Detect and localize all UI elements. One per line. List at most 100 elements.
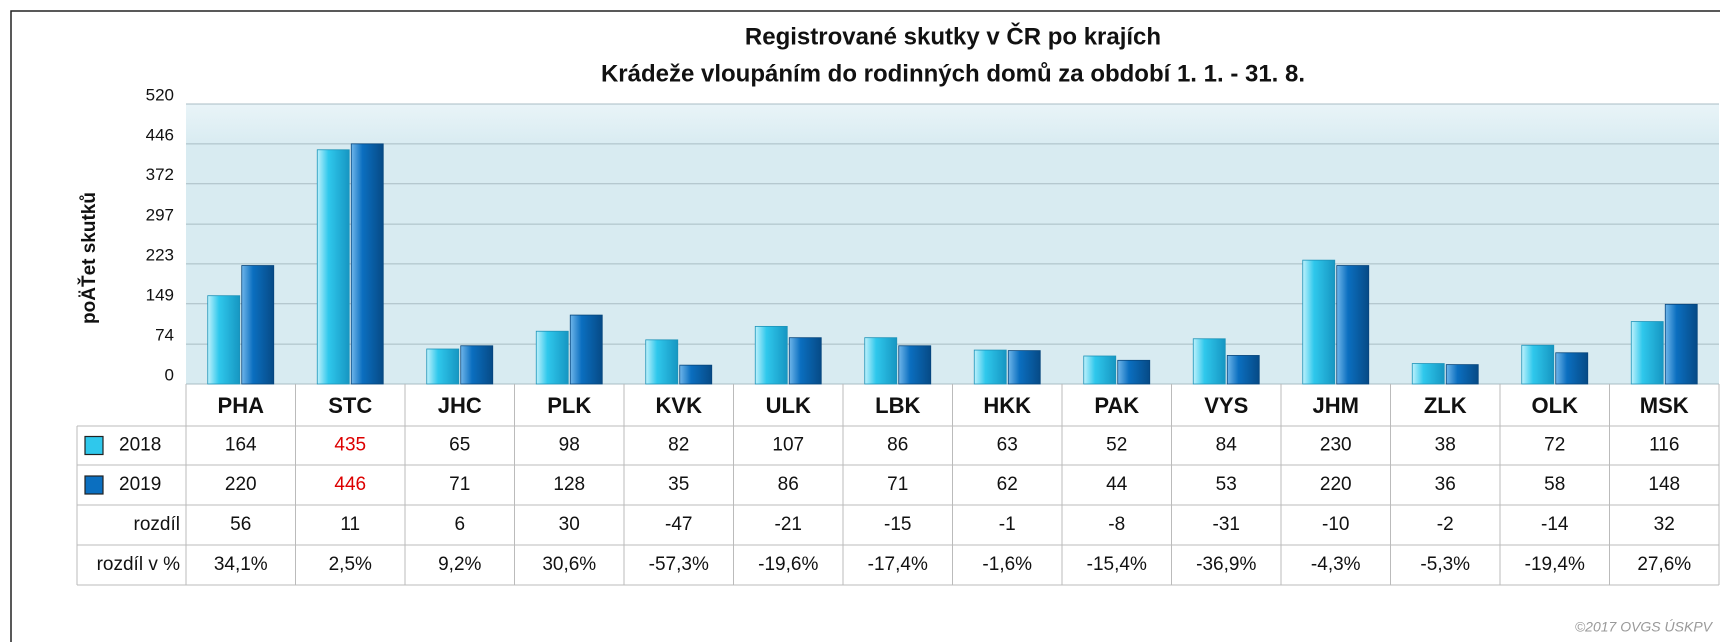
x-tick-label: OLK <box>1532 393 1579 418</box>
table-cell: -8 <box>1108 514 1125 535</box>
table-cell: -14 <box>1541 514 1569 535</box>
table-cell: 9,2% <box>438 554 481 575</box>
row-label: rozdíl <box>134 514 180 535</box>
table-cell: -15 <box>884 514 911 535</box>
table-cell: 2,5% <box>329 554 372 575</box>
chart-subtitle: Krádeže vloupáním do rodinných domů za o… <box>601 60 1305 87</box>
legend-swatch <box>84 475 104 495</box>
y-tick-label: 149 <box>146 285 174 304</box>
table-cell: 86 <box>778 474 799 495</box>
table-cell: 27,6% <box>1637 554 1691 575</box>
bar <box>1411 363 1445 385</box>
table-cell: 98 <box>559 435 580 456</box>
table-cell: -19,4% <box>1525 554 1585 575</box>
chart-title: Registrované skutky v ČR po krajích <box>745 22 1161 50</box>
x-tick-label: PAK <box>1094 393 1139 418</box>
table-cell: 116 <box>1649 435 1679 456</box>
table-cell: 220 <box>225 474 257 495</box>
table-cell: 71 <box>449 474 470 495</box>
y-tick-label: 223 <box>146 245 174 264</box>
bar <box>1192 338 1226 385</box>
table-cell: 82 <box>668 435 689 456</box>
bar <box>973 349 1007 385</box>
table-cell: -10 <box>1322 514 1349 535</box>
table-cell: -31 <box>1213 514 1240 535</box>
table-cell: 58 <box>1544 474 1565 495</box>
bar <box>1521 344 1555 385</box>
table-cell: 44 <box>1106 474 1128 495</box>
y-tick-label: 520 <box>146 85 174 104</box>
table-cell: 34,1% <box>214 554 268 575</box>
x-tick-label: JHM <box>1313 393 1359 418</box>
table-cell: 435 <box>334 435 366 456</box>
table-cell: -2 <box>1437 514 1454 535</box>
bar <box>754 325 788 385</box>
table-cell: 62 <box>997 474 1018 495</box>
table-cell: -15,4% <box>1087 554 1147 575</box>
table-cell: 148 <box>1648 474 1680 495</box>
table-cell: 30,6% <box>542 554 596 575</box>
table-cell: 11 <box>340 514 360 535</box>
x-tick-label: PLK <box>547 393 591 418</box>
table-cell: 56 <box>230 514 251 535</box>
table-cell: 107 <box>772 435 804 456</box>
legend-swatch <box>84 435 104 456</box>
bar <box>1083 355 1117 385</box>
row-label: rozdíl v % <box>97 554 181 575</box>
x-tick-label: LBK <box>875 393 920 418</box>
bar <box>460 345 494 385</box>
bar <box>864 337 898 385</box>
x-tick-label: VYS <box>1204 393 1248 418</box>
table-cell: 63 <box>997 435 1018 456</box>
bar <box>535 330 569 385</box>
table-cell: 52 <box>1106 435 1127 456</box>
table-cell: 230 <box>1320 435 1352 456</box>
table-cell: 35 <box>668 474 689 495</box>
bar <box>679 364 713 385</box>
x-tick-label: ZLK <box>1424 393 1467 418</box>
bar <box>207 295 241 385</box>
plot-area <box>186 104 1719 384</box>
table-cell: 38 <box>1435 435 1456 456</box>
bar <box>1117 359 1151 385</box>
table-cell: 164 <box>225 435 257 456</box>
table-cell: 84 <box>1216 435 1238 456</box>
table-cell: -19,6% <box>758 554 818 575</box>
table-cell: -36,9% <box>1196 554 1256 575</box>
table-cell: -1 <box>999 514 1016 535</box>
legend-label: 2018 <box>119 435 161 456</box>
table-cell: 30 <box>559 514 580 535</box>
table-cell: 71 <box>887 474 908 495</box>
bar <box>1445 364 1479 385</box>
bar <box>645 339 679 385</box>
x-tick-label: HKK <box>983 393 1031 418</box>
bar <box>1336 265 1370 385</box>
bar <box>426 348 460 385</box>
bar <box>241 265 275 385</box>
table-cell: -1,6% <box>982 554 1032 575</box>
x-tick-label: STC <box>328 393 372 418</box>
y-tick-label: 297 <box>146 206 174 225</box>
x-tick-label: PHA <box>218 393 265 418</box>
table-cell: 128 <box>553 474 585 495</box>
y-tick-label: 372 <box>146 165 174 184</box>
frame <box>10 10 1720 642</box>
table-cell: -21 <box>775 514 802 535</box>
table-cell: -47 <box>665 514 692 535</box>
bar <box>1630 321 1664 385</box>
table-cell: -4,3% <box>1311 554 1361 575</box>
table-cell: 32 <box>1654 514 1675 535</box>
bar <box>1555 352 1589 385</box>
x-tick-label: MSK <box>1640 393 1689 418</box>
y-axis-label: poÄŤet skutků <box>78 192 100 324</box>
bar <box>1664 303 1698 385</box>
y-tick-label: 0 <box>165 365 174 384</box>
y-tick-label: 74 <box>155 326 174 345</box>
bar <box>1007 350 1041 385</box>
bar <box>1226 355 1260 385</box>
table-cell: 220 <box>1320 474 1352 495</box>
bar <box>1302 259 1336 385</box>
credit: ©2017 OVGS ÚSKPV <box>1575 619 1714 635</box>
bar <box>788 337 822 385</box>
table-cell: 53 <box>1216 474 1237 495</box>
